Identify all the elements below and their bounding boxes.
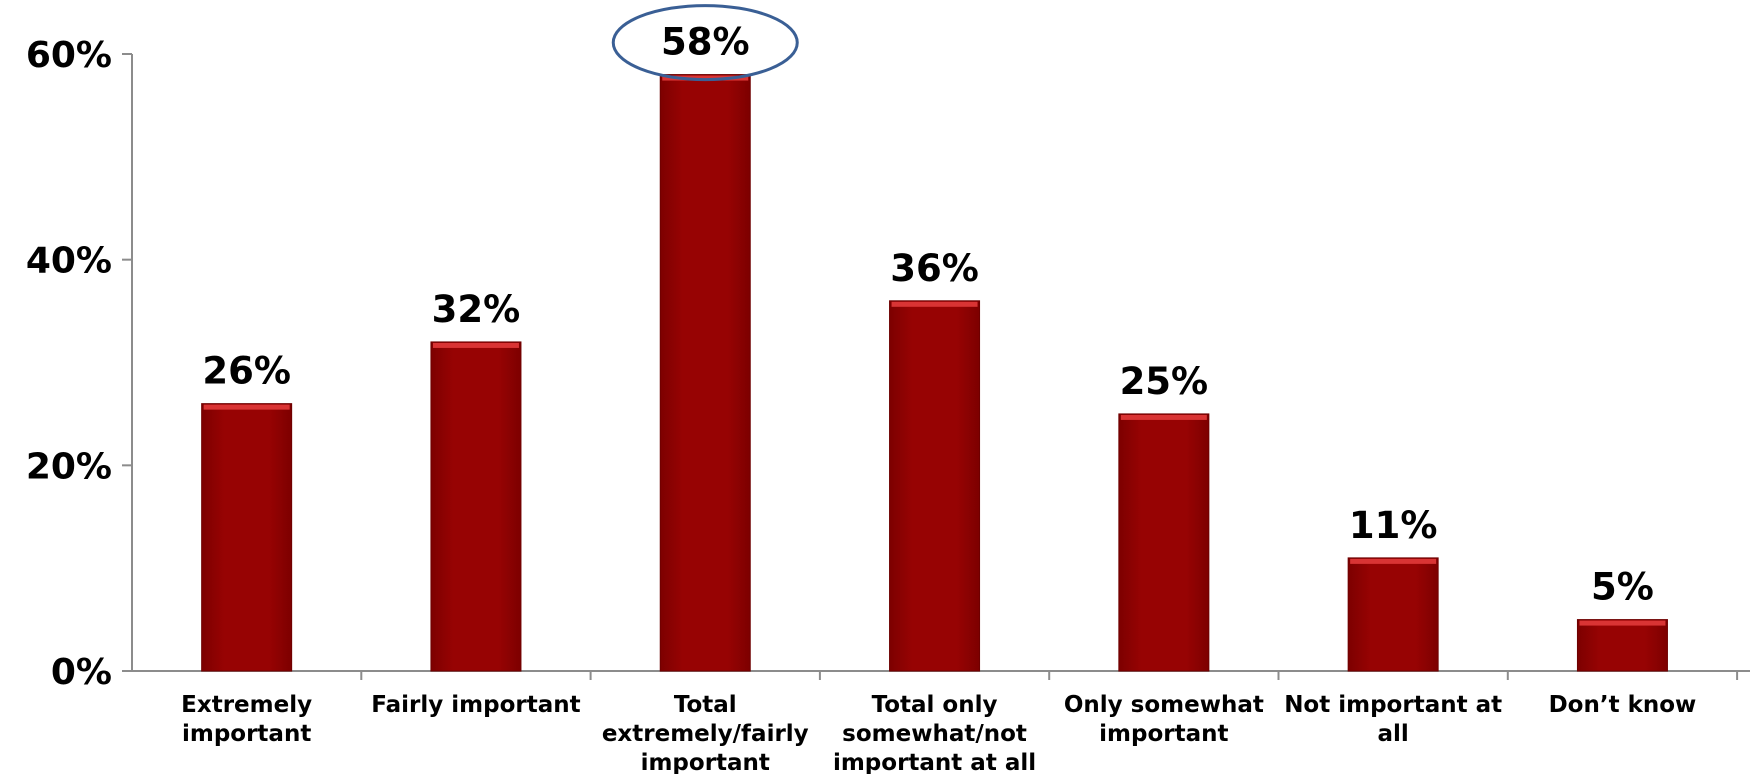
x-category-label: Fairly important (371, 692, 580, 718)
x-category-label: Total extremely/fairly important (602, 692, 809, 774)
data-label: 58% (661, 21, 750, 64)
data-label: 32% (432, 288, 521, 331)
bar-top-highlight (203, 404, 290, 410)
data-label: 5% (1591, 566, 1654, 609)
x-category-label: Don’t know (1549, 692, 1697, 718)
x-category-label: Only somewhat important (1064, 692, 1264, 747)
bar (1576, 619, 1668, 672)
bar (201, 403, 293, 672)
x-category-label: Total only somewhat/not important at all (833, 692, 1036, 774)
highlight-ellipse (611, 4, 799, 82)
bar (1118, 413, 1210, 672)
bar-top-highlight (1120, 414, 1207, 420)
y-tick-label: 0% (51, 652, 112, 693)
bar-top-highlight (1579, 620, 1666, 626)
x-category-label: Extremely important (181, 692, 312, 747)
bar (889, 300, 981, 672)
bar-top-highlight (1350, 558, 1437, 564)
chart-bars (201, 74, 1668, 672)
data-label: 36% (890, 247, 979, 290)
data-label: 11% (1349, 504, 1438, 547)
bar-top-highlight (891, 301, 978, 307)
bar (1347, 557, 1439, 672)
x-category-label: Not important at all (1284, 692, 1502, 747)
data-label: 26% (202, 350, 291, 393)
data-label: 25% (1120, 360, 1209, 403)
bar (659, 74, 751, 672)
bar-top-highlight (432, 342, 519, 348)
y-tick-label: 40% (26, 241, 112, 282)
chart-labels: 0% 20% 40% 60% 26% Extremely important 32% Fairl… (26, 4, 1697, 774)
bar (430, 341, 522, 672)
y-tick-label: 60% (26, 35, 112, 76)
y-tick-label: 20% (26, 446, 112, 487)
